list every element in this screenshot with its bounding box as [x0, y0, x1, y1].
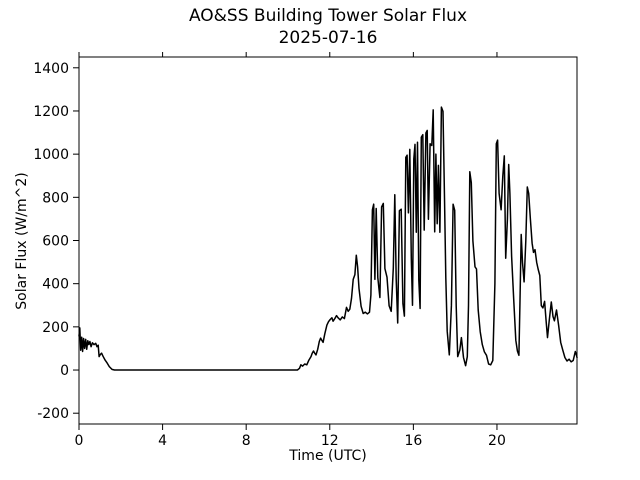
- y-tick-label: 800: [42, 190, 69, 206]
- y-tick-label: 1400: [33, 61, 69, 77]
- axes-frame: [78, 56, 578, 425]
- x-axis-label: Time (UTC): [289, 448, 367, 464]
- x-tick-label: 16: [404, 433, 422, 449]
- chart-title-line1: AO&SS Building Tower Solar Flux: [188, 6, 468, 26]
- x-tick-label: 4: [158, 433, 167, 449]
- x-tick-label: 0: [75, 433, 84, 449]
- y-tick-label: -200: [37, 406, 69, 422]
- y-tick-label: 400: [42, 277, 69, 293]
- x-tick-label: 20: [488, 433, 506, 449]
- y-tick-label: 0: [60, 363, 69, 379]
- chart-title-line2: 2025-07-16: [278, 28, 378, 48]
- chart-title: AO&SS Building Tower Solar Flux 2025-07-…: [79, 5, 577, 49]
- x-tick-label: 12: [321, 433, 339, 449]
- solar-flux-line: [78, 106, 578, 371]
- y-tick-label: 200: [42, 320, 69, 336]
- y-tick-label: 1200: [33, 104, 69, 120]
- y-tick-label: 1000: [33, 147, 69, 163]
- x-tick-label: 8: [242, 433, 251, 449]
- y-tick-label: 600: [42, 234, 69, 250]
